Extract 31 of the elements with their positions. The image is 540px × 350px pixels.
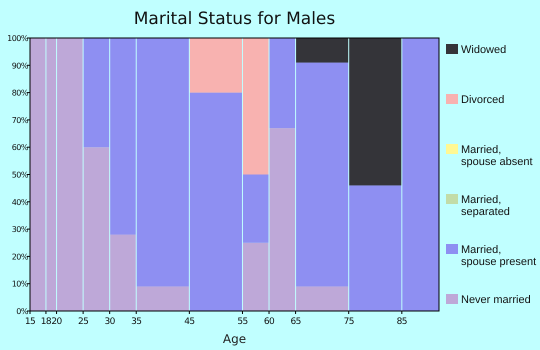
y-tick-label: 80% [12,88,29,98]
x-tick-label: 15 [24,317,36,327]
x-tick-label: 60 [264,317,276,327]
x-axis-title: Age [222,332,246,346]
legend-label: Widowed [461,44,506,56]
chart-title: Marital Status for Males [134,9,336,29]
y-tick-label: 20% [12,252,29,262]
legend-label: Married, spouse present [461,244,536,268]
y-tick-label: 50% [12,170,29,180]
y-tick-label: 70% [12,116,29,125]
legend-label: Married, spouse absent [461,144,533,168]
x-tick-label: 20 [51,317,63,327]
x-tick-label: 35 [131,317,142,327]
y-tick-label: 60% [12,143,29,152]
y-tick-label: 90% [12,61,29,70]
legend-label: Married, separated [461,194,510,218]
x-tick-label: 45 [184,317,194,327]
y-tick-label: 10% [12,280,29,289]
y-tick-label: 0% [16,307,29,316]
legend-label: Never married [461,294,531,306]
x-tick-label: 30 [104,317,116,327]
y-tick-label: 40% [12,198,29,207]
x-tick-label: 25 [78,317,88,327]
y-tick-label: 30% [12,225,29,234]
x-tick-label: 65 [290,317,301,327]
x-tick-label: 55 [237,317,248,327]
y-tick-label: 100% [7,34,29,43]
x-tick-label: 18 [40,317,52,327]
x-tick-label: 75 [344,317,354,327]
x-tick-label: 85 [396,317,407,327]
legend-label: Divorced [461,94,504,106]
